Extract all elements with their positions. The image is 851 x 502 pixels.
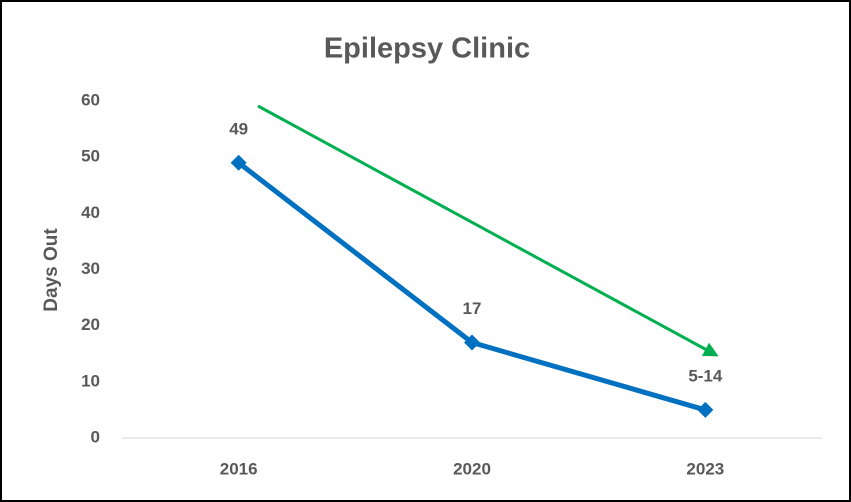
data-label: 5-14 [688, 366, 723, 385]
y-tick-label: 50 [81, 147, 100, 166]
chart-title: Epilepsy Clinic [324, 33, 530, 65]
data-point [230, 154, 247, 171]
y-tick-label: 20 [81, 315, 100, 334]
x-tick-label: 2023 [686, 459, 724, 478]
x-tick-label: 2016 [220, 459, 258, 478]
y-tick-label: 40 [81, 203, 100, 222]
y-tick-label: 60 [81, 90, 100, 109]
trend-arrow [257, 104, 719, 357]
x-tick-label: 2020 [453, 459, 491, 478]
y-axis-title: Days Out [41, 228, 62, 312]
y-tick-label: 10 [81, 371, 100, 390]
y-tick-label: 0 [91, 427, 100, 446]
data-point [464, 334, 480, 351]
y-tick-label: 30 [81, 259, 100, 278]
data-label: 49 [229, 119, 248, 138]
data-label: 17 [463, 299, 482, 318]
data-point [697, 401, 714, 418]
